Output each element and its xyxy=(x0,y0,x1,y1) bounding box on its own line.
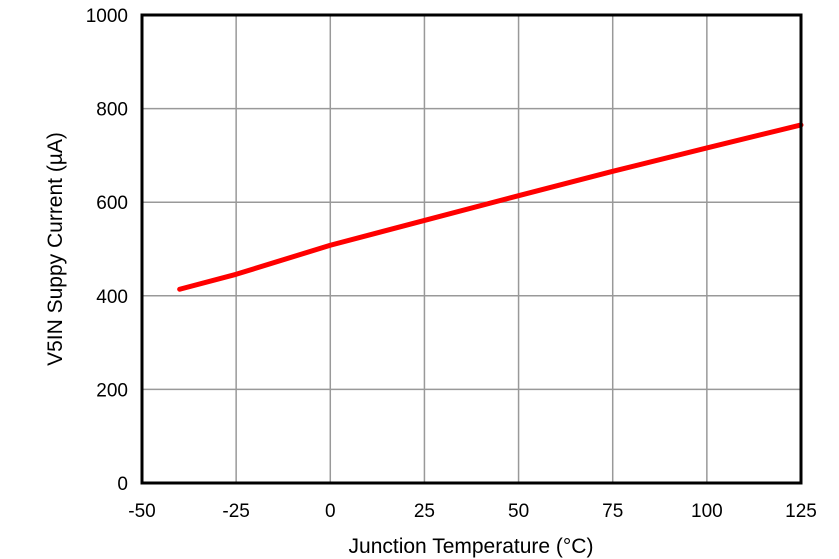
y-tick-label: 400 xyxy=(96,287,128,308)
x-tick-label: -25 xyxy=(222,501,249,522)
x-tick-label: -50 xyxy=(128,501,155,522)
grid-lines xyxy=(141,14,802,484)
series-line xyxy=(177,122,804,292)
y-axis-label: V5IN Suppy Current (µA) xyxy=(44,132,67,366)
x-tick-label: 75 xyxy=(602,501,623,522)
x-tick-label: 125 xyxy=(785,501,817,522)
x-tick-label: 0 xyxy=(325,501,336,522)
x-axis-label: Junction Temperature (°C) xyxy=(349,535,594,558)
y-tick-label: 0 xyxy=(117,474,128,495)
x-axis-ticks: -50 -25 0 25 50 75 100 125 xyxy=(128,501,817,522)
plot-frame xyxy=(140,13,803,485)
data-series xyxy=(177,122,804,292)
x-tick-label: 100 xyxy=(691,501,723,522)
y-axis-ticks: 0 200 400 600 800 1000 xyxy=(86,6,128,495)
y-tick-label: 800 xyxy=(96,100,128,121)
y-tick-label: 200 xyxy=(96,380,128,401)
y-tick-label: 1000 xyxy=(86,6,128,27)
x-tick-label: 50 xyxy=(508,501,529,522)
y-tick-label: 600 xyxy=(96,193,128,214)
x-tick-label: 25 xyxy=(414,501,435,522)
